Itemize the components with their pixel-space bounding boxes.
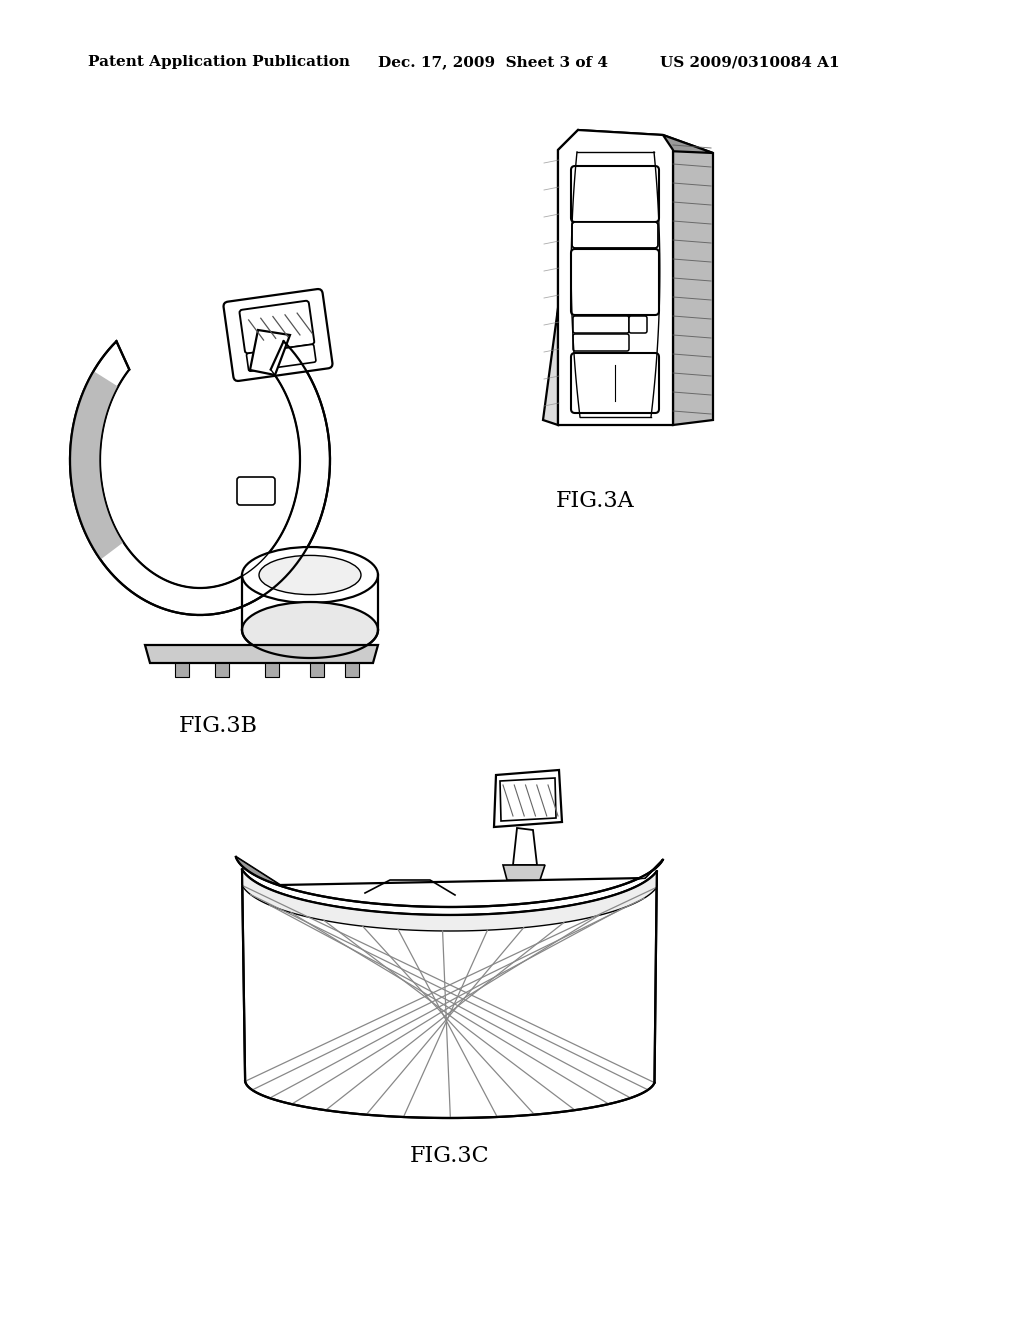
FancyBboxPatch shape (571, 249, 659, 315)
Text: FIG.3A: FIG.3A (556, 490, 634, 512)
Bar (310, 663, 324, 677)
FancyBboxPatch shape (629, 315, 647, 333)
Polygon shape (70, 342, 330, 615)
Polygon shape (503, 865, 545, 880)
Polygon shape (145, 645, 378, 663)
FancyBboxPatch shape (240, 301, 314, 354)
Ellipse shape (242, 546, 378, 603)
Text: Patent Application Publication: Patent Application Publication (88, 55, 350, 69)
Polygon shape (578, 129, 713, 153)
Text: FIG.3B: FIG.3B (178, 715, 257, 737)
Polygon shape (663, 135, 713, 425)
FancyBboxPatch shape (573, 315, 629, 333)
Ellipse shape (259, 556, 361, 594)
Polygon shape (513, 828, 537, 865)
Polygon shape (236, 857, 663, 907)
Polygon shape (558, 129, 673, 425)
FancyBboxPatch shape (247, 345, 315, 371)
FancyBboxPatch shape (572, 222, 658, 248)
Polygon shape (500, 777, 556, 821)
Bar (265, 663, 279, 677)
Polygon shape (494, 770, 562, 828)
Polygon shape (236, 857, 280, 884)
FancyBboxPatch shape (573, 334, 629, 351)
FancyBboxPatch shape (571, 166, 659, 222)
Ellipse shape (242, 602, 378, 657)
Polygon shape (242, 870, 656, 931)
FancyBboxPatch shape (223, 289, 333, 381)
FancyBboxPatch shape (571, 352, 659, 413)
Bar (215, 663, 229, 677)
Text: Dec. 17, 2009  Sheet 3 of 4: Dec. 17, 2009 Sheet 3 of 4 (378, 55, 608, 69)
Bar (345, 663, 359, 677)
Text: US 2009/0310084 A1: US 2009/0310084 A1 (660, 55, 840, 69)
Polygon shape (636, 859, 663, 879)
Text: FIG.3C: FIG.3C (411, 1144, 489, 1167)
Polygon shape (70, 371, 124, 560)
FancyBboxPatch shape (237, 477, 275, 506)
Bar (175, 663, 189, 677)
Polygon shape (242, 870, 656, 1118)
Polygon shape (250, 330, 290, 375)
Polygon shape (543, 129, 598, 425)
